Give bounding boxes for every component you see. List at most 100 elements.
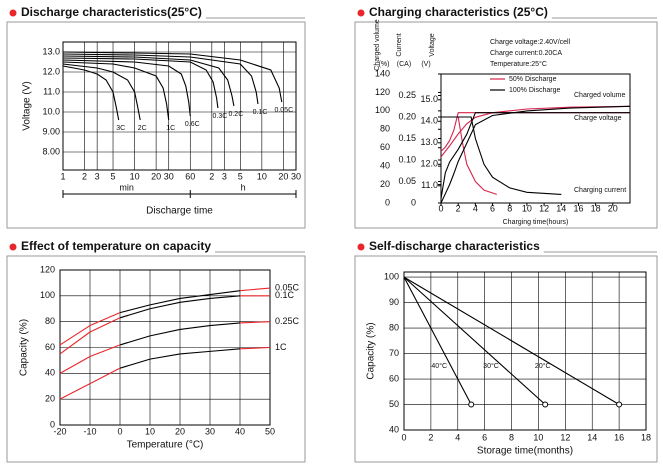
x-tick-label: 5 — [238, 171, 243, 181]
y-tick-label: 11.0 — [421, 180, 438, 190]
unit-label: min — [119, 182, 134, 192]
line-segment — [149, 297, 181, 306]
y-tick-label: 13.0 — [42, 46, 60, 56]
y-tick-label: 13.0 — [420, 137, 438, 147]
y-tick-label: 120 — [40, 264, 55, 274]
axis-unit: (V) — [421, 61, 430, 68]
line-segment — [149, 353, 181, 360]
panel-frame — [6, 21, 306, 229]
axis-title: Charged volume — [374, 19, 381, 70]
x-tick-label: 30 — [205, 426, 215, 436]
y-tick-label: 0.20 — [398, 111, 416, 121]
line-segment — [179, 350, 211, 355]
curve-label: 1C — [275, 342, 287, 352]
curve-label: 40°C — [431, 362, 447, 370]
legend-label: 50% Discharge — [509, 76, 557, 83]
line — [440, 105, 631, 158]
x-tick-label: 16 — [614, 432, 624, 442]
end-point — [616, 401, 623, 408]
panel-title: Effect of temperature on capacity — [21, 239, 211, 253]
axis-unit: (CA) — [397, 61, 411, 68]
x-tick-label: 16 — [573, 203, 583, 213]
curve-label: 0.1C — [253, 109, 268, 116]
y-tick-label: 80 — [45, 316, 55, 326]
line — [62, 55, 235, 107]
x-tick-label: 10 — [145, 426, 155, 436]
x-tick-label: 3 — [222, 171, 227, 181]
line-segment — [239, 321, 271, 324]
line-segment — [209, 290, 241, 296]
line-segment — [59, 325, 91, 346]
x-tick-label: 10 — [522, 203, 532, 213]
y-tick-label: 100 — [384, 271, 399, 281]
line-segment — [239, 287, 271, 292]
x-tick-label: 8 — [509, 432, 514, 442]
y-tick-label: 12.0 — [420, 159, 438, 169]
x-tick-label: 2 — [82, 171, 87, 181]
line-segment — [89, 367, 121, 385]
x-tick-label: 60 — [185, 171, 195, 181]
y-tick-label: 40 — [380, 161, 390, 171]
x-tick-label: 12 — [539, 203, 549, 213]
panel-frame — [354, 21, 658, 229]
line — [441, 116, 562, 195]
curve-label: 0.25C — [275, 316, 300, 326]
y-axis-label: Voltage (V) — [22, 81, 33, 130]
bullet — [357, 9, 365, 17]
line-segment — [89, 344, 121, 358]
x-tick-label: 10 — [257, 171, 267, 181]
x-tick-label: 4 — [473, 203, 478, 213]
line — [403, 276, 472, 405]
y-axis-label: Capacity (%) — [19, 319, 30, 376]
line — [62, 65, 120, 121]
x-axis-label: Temperature (°C) — [127, 440, 204, 451]
x-tick-label: 5 — [111, 171, 116, 181]
x-axis-label: Discharge time — [146, 206, 213, 217]
line-segment — [209, 348, 241, 352]
line-segment — [239, 346, 271, 350]
x-axis-label: Charging time(hours) — [503, 219, 569, 226]
annotation: Charge voltage:2.40V/cell — [490, 39, 571, 46]
x-tick-label: 0 — [438, 203, 443, 213]
curve-label: 0.05C — [275, 282, 300, 292]
y-tick-label: 14.0 — [420, 116, 438, 126]
x-tick-label: 18 — [641, 432, 651, 442]
x-tick-label: 30 — [164, 171, 174, 181]
line — [62, 59, 191, 117]
y-tick-label: 100 — [375, 105, 390, 115]
x-axis-label: Storage time(months) — [477, 446, 573, 457]
x-tick-label: 50 — [265, 426, 275, 436]
line-segment — [179, 324, 211, 330]
y-tick-label: 0.15 — [398, 133, 416, 143]
curve-label: 0.2C — [228, 111, 243, 118]
curve-label: 0.3C — [213, 113, 228, 120]
x-tick-label: 10 — [533, 432, 543, 442]
x-tick-label: 3 — [95, 171, 100, 181]
y-tick-label: 0.05 — [398, 176, 416, 186]
x-tick-label: 8 — [507, 203, 512, 213]
line-segment — [179, 293, 211, 299]
y-tick-label: 0 — [411, 197, 416, 207]
axis-unit: (%) — [379, 61, 390, 68]
line — [403, 276, 620, 405]
line-segment — [59, 356, 91, 374]
curve-label: 3C — [116, 125, 125, 132]
curve-label: 30°C — [483, 362, 499, 370]
legend-label: 100% Discharge — [509, 87, 560, 94]
x-tick-label: 20 — [175, 426, 185, 436]
bullet — [357, 243, 365, 251]
curve-label: 0.6C — [185, 121, 200, 128]
curve-label: 1C — [166, 125, 175, 132]
y-tick-label: 100 — [40, 290, 55, 300]
curve-label: Charge voltage — [574, 115, 622, 122]
x-tick-label: 18 — [591, 203, 601, 213]
y-tick-label: 0 — [385, 197, 390, 207]
line-segment — [89, 312, 121, 327]
x-tick-label: 20 — [151, 171, 161, 181]
x-tick-label: 6 — [490, 203, 495, 213]
y-tick-label: 40 — [389, 424, 399, 434]
curve-label: 2C — [138, 125, 147, 132]
y-tick-label: 15.0 — [420, 94, 438, 104]
line-segment — [59, 383, 91, 400]
